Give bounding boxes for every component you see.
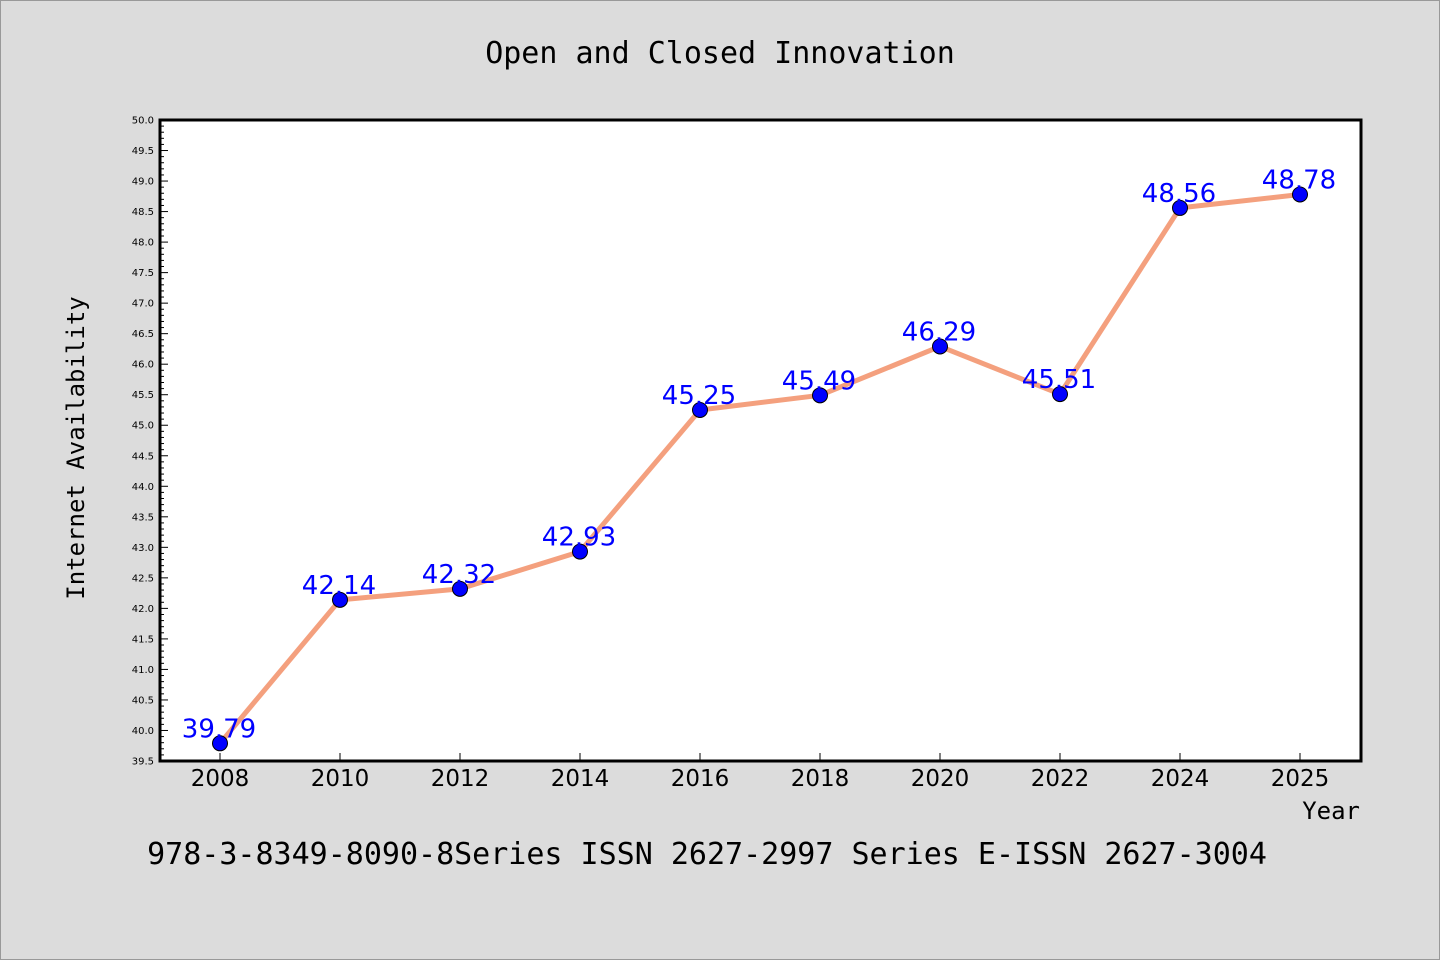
footer-text: 978-3-8349-8090-8Series ISSN 2627-2997 S… xyxy=(147,837,1267,872)
y-tick-label: 46.0 xyxy=(132,360,154,371)
y-tick-label: 39.5 xyxy=(132,757,154,768)
data-point xyxy=(692,401,708,418)
data-label: 45.51 xyxy=(1022,365,1096,395)
y-tick-label: 43.0 xyxy=(132,543,154,554)
y-tick-label: 40.0 xyxy=(132,726,154,737)
x-tick-label: 2008 xyxy=(191,766,250,792)
data-label: 45.49 xyxy=(782,366,856,396)
y-tick-label: 49.0 xyxy=(132,177,154,188)
y-tick-label: 42.0 xyxy=(132,604,154,615)
series-0: 39.79 42.14 42.32 42.93 45.25 45.49 46.29 45.51… xyxy=(182,165,1336,752)
y-tick-label: 46.5 xyxy=(132,329,154,340)
x-tick-label: 2014 xyxy=(551,766,610,792)
y-tick-label: 47.5 xyxy=(132,268,154,279)
x-axis-title: Year xyxy=(1302,797,1360,825)
data-label: 45.25 xyxy=(662,381,736,411)
chart-title: Open and Closed Innovation xyxy=(485,36,955,71)
y-tick-label: 41.0 xyxy=(132,665,154,676)
data-point xyxy=(812,387,828,404)
data-label: 48.56 xyxy=(1142,179,1216,209)
y-tick-label: 45.5 xyxy=(132,390,154,401)
chart-marks: 39.5 40.0 40.5 41.0 41.5 42.0 42.5 43.0 43.5 44.0… xyxy=(132,116,1336,793)
x-tick-label: 2020 xyxy=(911,766,970,792)
data-label: 42.14 xyxy=(302,571,376,601)
y-tick-label: 41.5 xyxy=(132,634,154,645)
y-tick-label: 44.5 xyxy=(132,451,154,462)
x-tick-label: 2018 xyxy=(791,766,850,792)
plot-frame xyxy=(158,118,1363,763)
y-tick-label: 47.0 xyxy=(132,299,154,310)
y-tick-label: 45.0 xyxy=(132,421,154,432)
y-tick-label: 49.5 xyxy=(132,146,154,157)
data-point xyxy=(932,338,948,355)
y-tick-label: 40.5 xyxy=(132,695,154,706)
x-tick-label: 2012 xyxy=(431,766,490,792)
data-point xyxy=(452,580,468,597)
y-tick-label: 42.5 xyxy=(132,573,154,584)
data-label: 46.29 xyxy=(902,317,976,347)
data-point xyxy=(1292,186,1308,203)
y-tick-label: 48.0 xyxy=(132,238,154,249)
data-label: 42.32 xyxy=(422,560,496,590)
data-point xyxy=(1052,386,1068,403)
x-tick-label: 2025 xyxy=(1271,766,1330,792)
data-label: 42.93 xyxy=(542,523,616,553)
data-point xyxy=(332,591,348,608)
data-label: 48.78 xyxy=(1262,165,1336,195)
y-tick-label: 50.0 xyxy=(132,116,154,127)
data-label: 39.79 xyxy=(182,714,256,744)
x-tick-label: 2016 xyxy=(671,766,730,792)
x-tick-label: 2022 xyxy=(1031,766,1090,792)
data-point xyxy=(572,543,588,560)
y-tick-label: 48.5 xyxy=(132,207,154,218)
series-line xyxy=(217,191,1303,746)
data-point xyxy=(1172,199,1188,216)
y-axis-title: Internet Availability xyxy=(62,296,90,599)
plot-area xyxy=(160,120,1361,761)
data-point xyxy=(212,735,228,752)
y-tick-label: 44.0 xyxy=(132,482,154,493)
x-tick-label: 2010 xyxy=(311,766,370,792)
y-tick-label: 43.5 xyxy=(132,512,154,523)
x-tick-label: 2024 xyxy=(1151,766,1210,792)
